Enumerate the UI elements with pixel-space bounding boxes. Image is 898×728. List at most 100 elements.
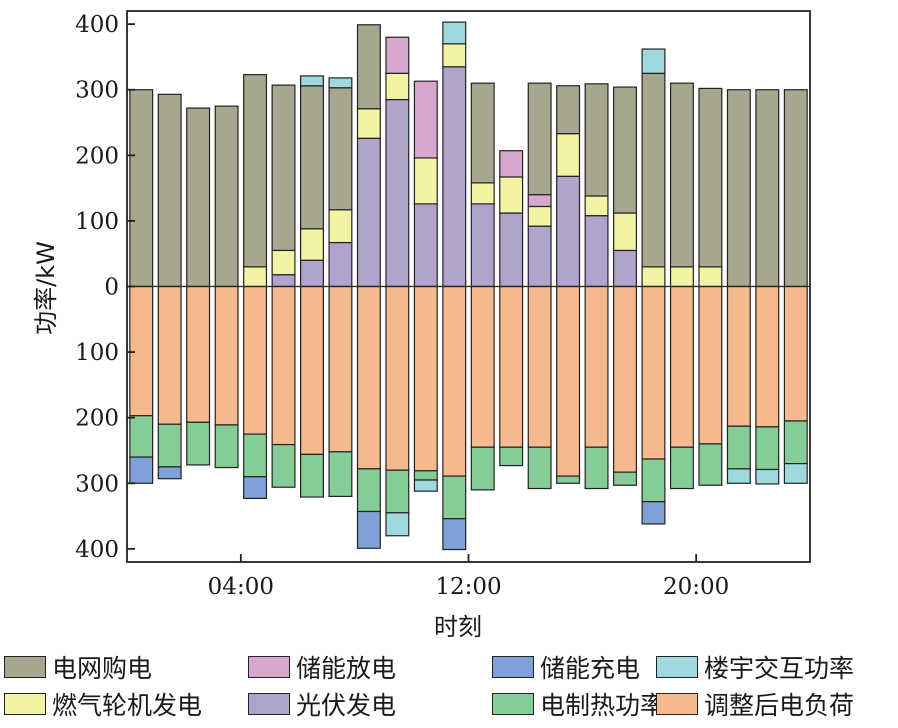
bar-grid-h8 bbox=[328, 87, 353, 211]
bar-pv-h7 bbox=[300, 259, 324, 288]
bar-heat-h4 bbox=[214, 424, 239, 469]
bar-heat-h2 bbox=[157, 423, 182, 468]
bar-heat-h12 bbox=[442, 475, 467, 520]
bar-gt-h14 bbox=[499, 176, 524, 214]
bar-grid-h2 bbox=[157, 93, 182, 288]
bar-heat-h19 bbox=[641, 458, 666, 503]
stacked-bar-chart: 400 300 200 100 0 100 200 300 400 04:00 12:00 20:0… bbox=[32, 10, 811, 641]
bar-heat-h11 bbox=[413, 470, 438, 481]
bar-ess_dis-h11 bbox=[413, 80, 438, 159]
bar-heat-h18 bbox=[613, 471, 638, 486]
bar-grid-h15 bbox=[527, 82, 552, 196]
bar-heat-h5 bbox=[243, 433, 268, 478]
bar-heat-h23 bbox=[755, 426, 780, 471]
bar-load-h5 bbox=[243, 285, 268, 435]
bar-load-h3 bbox=[186, 285, 211, 423]
bar-gt-h19 bbox=[641, 266, 666, 288]
x-tick-label: 04:00 bbox=[208, 574, 274, 600]
bar-load-h11 bbox=[413, 285, 438, 472]
bar-pv-h16 bbox=[556, 175, 581, 288]
bar-load-h24 bbox=[783, 285, 808, 422]
x-axis-title: 时刻 bbox=[434, 613, 482, 641]
bar-ess_ch-h2 bbox=[157, 466, 182, 480]
bar-grid-h17 bbox=[584, 83, 609, 197]
bar-pv-h8 bbox=[328, 241, 353, 288]
bar-ess_dis-h15 bbox=[527, 194, 552, 208]
bar-load-h22 bbox=[726, 285, 751, 427]
bar-pv-h10 bbox=[385, 98, 410, 288]
y-tick-label: 200 bbox=[75, 406, 119, 432]
bar-gt-h8 bbox=[328, 209, 353, 244]
bar-load-h10 bbox=[385, 285, 410, 471]
bar-load-h16 bbox=[556, 285, 581, 477]
bar-heat-h22 bbox=[726, 425, 751, 470]
y-tick-label: 200 bbox=[75, 143, 119, 169]
bar-ess_ch-h12 bbox=[442, 518, 467, 551]
bar-heat-h20 bbox=[669, 446, 694, 490]
legend-item: 燃气轮机发电 bbox=[4, 687, 202, 721]
legend-label: 燃气轮机发电 bbox=[52, 691, 203, 720]
bar-load-h1 bbox=[129, 285, 154, 417]
bar-ess_ch-h9 bbox=[356, 510, 381, 549]
bar-heat-h14 bbox=[499, 446, 524, 467]
bar-grid-h5 bbox=[243, 74, 268, 268]
bar-load-h4 bbox=[214, 285, 239, 426]
bar-grid-h22 bbox=[726, 89, 751, 288]
bar-gt-h15 bbox=[527, 205, 552, 227]
bar-heat-h21 bbox=[698, 443, 723, 486]
bar-bld_pos-h7 bbox=[300, 75, 324, 87]
bar-heat-h15 bbox=[527, 446, 552, 490]
bar-load-h12 bbox=[442, 285, 467, 477]
bar-gt-h10 bbox=[385, 72, 410, 101]
bar-pv-h6 bbox=[271, 274, 296, 288]
bar-grid-h23 bbox=[755, 89, 780, 288]
legend-swatch bbox=[248, 693, 290, 715]
bar-ess_ch-h5 bbox=[243, 476, 268, 499]
legend-swatch bbox=[492, 693, 534, 715]
bar-gt-h6 bbox=[271, 249, 296, 276]
bar-heat-h7 bbox=[300, 453, 324, 498]
bar-grid-h21 bbox=[698, 87, 723, 268]
bar-heat-h6 bbox=[271, 443, 296, 488]
bar-bld_neg-h22 bbox=[726, 468, 751, 484]
bar-bld_neg-h23 bbox=[755, 468, 780, 485]
bar-ess_dis-h14 bbox=[499, 150, 524, 178]
bar-load-h13 bbox=[470, 285, 495, 448]
y-tick-label: 300 bbox=[75, 78, 119, 104]
bar-grid-h13 bbox=[470, 82, 495, 184]
y-tick-label: 100 bbox=[75, 340, 119, 366]
legend-label: 调整后电负荷 bbox=[704, 691, 855, 720]
bar-grid-h19 bbox=[641, 72, 666, 268]
legend-item: 电制热功率 bbox=[492, 687, 665, 721]
x-tick-label: 12:00 bbox=[435, 574, 501, 600]
bar-grid-h1 bbox=[129, 89, 154, 288]
bar-load-h8 bbox=[328, 285, 353, 453]
bar-gt-h13 bbox=[470, 182, 495, 205]
bar-gt-h21 bbox=[698, 266, 723, 288]
bar-grid-h7 bbox=[300, 85, 324, 230]
bar-heat-h3 bbox=[186, 421, 211, 466]
legend-item: 电网购电 bbox=[4, 650, 152, 684]
bar-heat-h10 bbox=[385, 469, 410, 514]
bar-gt-h16 bbox=[556, 133, 581, 177]
bar-gt-h18 bbox=[613, 212, 638, 252]
bar-heat-h13 bbox=[470, 446, 495, 491]
bar-load-h19 bbox=[641, 285, 666, 460]
bar-heat-h17 bbox=[584, 446, 609, 490]
bar-heat-h24 bbox=[783, 420, 808, 465]
bar-load-h2 bbox=[157, 285, 182, 425]
legend-swatch bbox=[4, 656, 46, 678]
bar-gt-h12 bbox=[442, 43, 467, 68]
bar-grid-h3 bbox=[186, 107, 211, 288]
bar-pv-h9 bbox=[356, 137, 381, 288]
bar-pv-h17 bbox=[584, 215, 609, 288]
bar-load-h9 bbox=[356, 285, 381, 470]
legend-label: 储能放电 bbox=[296, 654, 397, 683]
legend-swatch bbox=[492, 656, 534, 678]
y-tick-label: 0 bbox=[104, 275, 119, 301]
legend-item: 储能充电 bbox=[492, 650, 640, 684]
y-axis-title: 功率/kW bbox=[32, 241, 60, 335]
legend-swatch bbox=[248, 656, 290, 678]
legend-label: 电网购电 bbox=[52, 654, 153, 683]
x-tick-label: 20:00 bbox=[663, 574, 729, 600]
